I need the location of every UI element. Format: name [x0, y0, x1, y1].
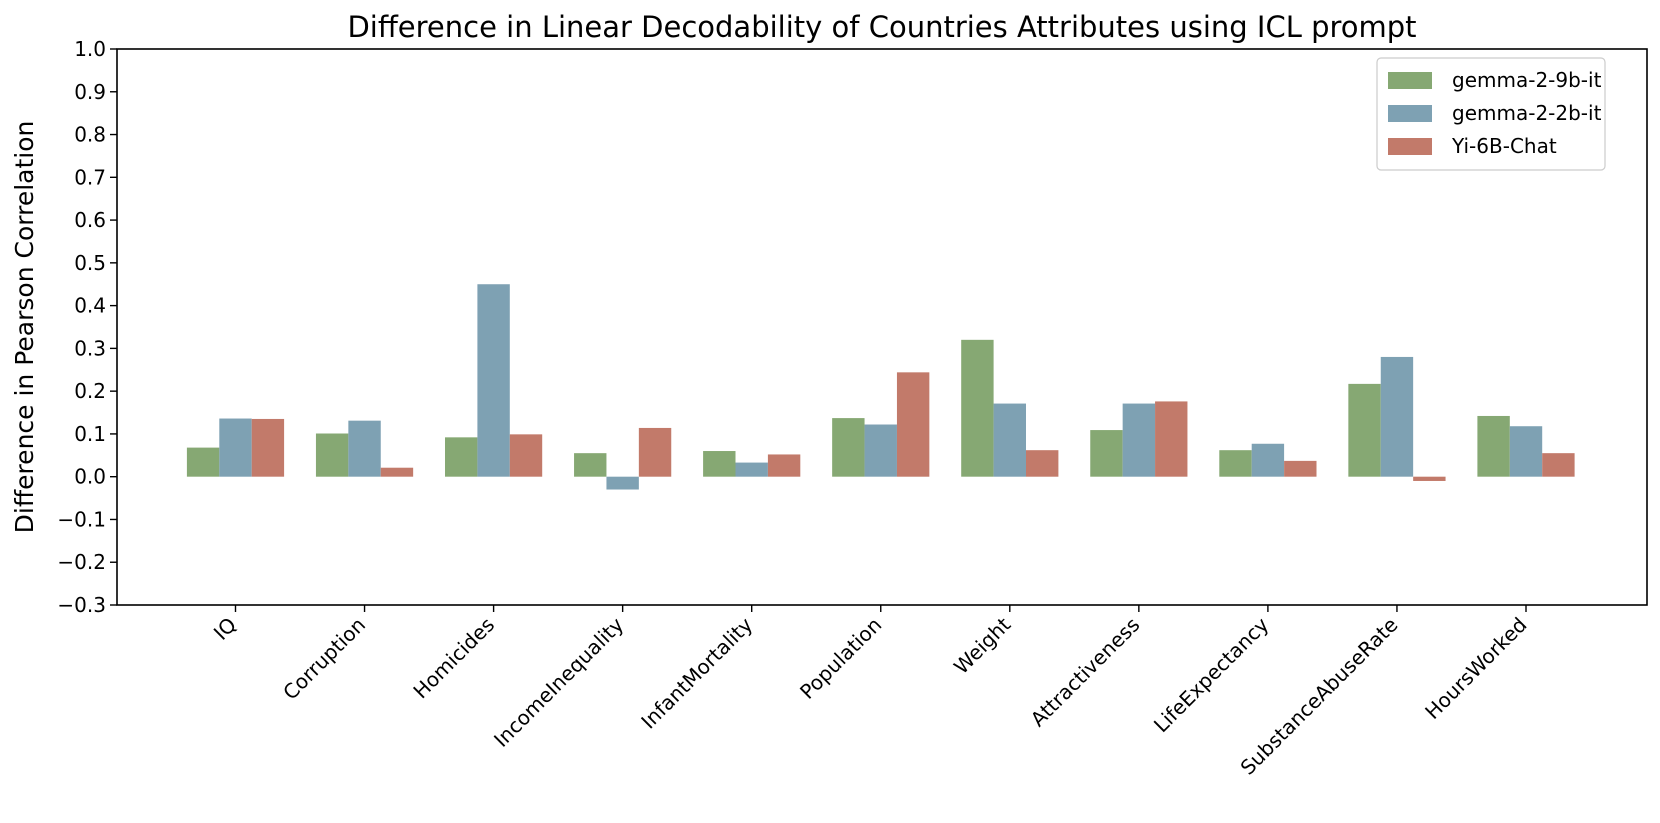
bar-gemma-2-9b-it-Homicides — [445, 437, 478, 477]
bar-gemma-2-2b-it-HoursWorked — [1509, 426, 1543, 477]
bar-Yi-6B-Chat-IncomeInequality — [638, 427, 672, 477]
legend-box — [1376, 57, 1606, 171]
bar-gemma-2-9b-it-InfantMortality — [703, 451, 736, 477]
bar-Yi-6B-Chat-InfantMortality — [767, 454, 801, 477]
bar-gemma-2-2b-it-IQ — [219, 418, 252, 477]
legend-label: Yi-6B-Chat — [1451, 134, 1557, 158]
legend-swatch — [1388, 105, 1432, 122]
bar-gemma-2-2b-it-InfantMortality — [735, 462, 768, 477]
y-tick-label: 0.6 — [74, 208, 106, 232]
bar-gemma-2-2b-it-Corruption — [348, 420, 381, 477]
bar-gemma-2-9b-it-LifeExpectancy — [1219, 450, 1252, 477]
bars-layer — [186, 284, 1575, 490]
y-tick-label: 0.8 — [74, 123, 106, 147]
bar-gemma-2-2b-it-Attractiveness — [1122, 403, 1156, 477]
bar-Yi-6B-Chat-SubstanceAbuseRate — [1413, 476, 1446, 481]
y-tick-label: 0.9 — [74, 80, 106, 104]
bar-gemma-2-2b-it-Homicides — [477, 284, 510, 477]
bar-gemma-2-9b-it-IncomeInequality — [574, 453, 607, 477]
y-tick-label: 0.1 — [74, 422, 106, 446]
y-axis-label: Difference in Pearson Correlation — [10, 121, 39, 534]
bar-Yi-6B-Chat-LifeExpectancy — [1284, 460, 1317, 477]
bar-Yi-6B-Chat-Weight — [1026, 450, 1059, 477]
bar-gemma-2-9b-it-Corruption — [315, 433, 349, 477]
bar-Yi-6B-Chat-Population — [896, 372, 930, 477]
legend-swatch — [1388, 138, 1432, 155]
y-tick-label: 0.5 — [74, 251, 106, 275]
y-tick-label: 0.4 — [74, 294, 106, 318]
legend-label: gemma-2-9b-it — [1452, 68, 1602, 92]
y-axis: 1.0 0.9 0.8 0.7 0.6 0.5 0.4 0.3 0.2 0.1 0.0 −0.1 −0.… — [57, 37, 117, 617]
bar-gemma-2-2b-it-SubstanceAbuseRate — [1380, 356, 1414, 477]
legend-swatch — [1388, 72, 1432, 89]
legend: gemma-2-9b-it gemma-2-2b-it Yi-6B-Chat — [1376, 57, 1606, 171]
bar-gemma-2-9b-it-IQ — [186, 447, 220, 477]
bar-gemma-2-2b-it-IncomeInequality — [606, 476, 639, 490]
y-tick-label: 0.0 — [74, 465, 106, 489]
plot-frame — [116, 48, 1648, 606]
y-tick-label: −0.3 — [57, 593, 106, 617]
bar-Yi-6B-Chat-Attractiveness — [1155, 401, 1188, 477]
chart-title: Difference in Linear Decodability of Cou… — [347, 10, 1416, 44]
y-tick-label: 0.3 — [74, 336, 106, 360]
y-tick-label: 0.7 — [74, 165, 106, 189]
bar-gemma-2-9b-it-HoursWorked — [1477, 415, 1510, 477]
bar-gemma-2-9b-it-Population — [832, 418, 865, 477]
y-tick-label: 0.2 — [74, 379, 106, 403]
y-tick-label: −0.2 — [57, 550, 106, 574]
bar-Yi-6B-Chat-Homicides — [509, 434, 543, 477]
bar-gemma-2-2b-it-Weight — [993, 403, 1026, 477]
bar-Yi-6B-Chat-Corruption — [380, 467, 414, 477]
bar-Yi-6B-Chat-HoursWorked — [1542, 453, 1575, 477]
bar-gemma-2-2b-it-Population — [864, 424, 897, 477]
legend-label: gemma-2-2b-it — [1452, 101, 1602, 125]
y-tick-label: −0.1 — [57, 507, 106, 531]
bar-gemma-2-9b-it-SubstanceAbuseRate — [1348, 383, 1381, 477]
bar-Yi-6B-Chat-IQ — [251, 418, 285, 477]
bar-gemma-2-2b-it-LifeExpectancy — [1251, 443, 1285, 477]
y-tick-label: 1.0 — [74, 37, 106, 61]
bar-gemma-2-9b-it-Attractiveness — [1090, 430, 1123, 477]
bar-gemma-2-9b-it-Weight — [961, 339, 994, 477]
